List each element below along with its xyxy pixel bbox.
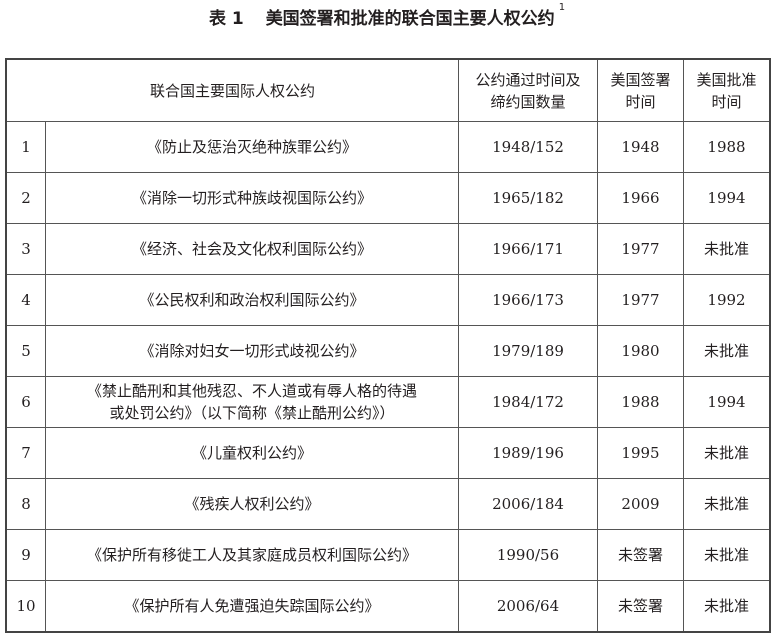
us-signed: 1977 (597, 223, 684, 275)
adopted-year-parties: 2006/64 (458, 580, 598, 633)
us-ratified: 1994 (683, 376, 771, 428)
us-ratified: 未批准 (683, 325, 771, 377)
convention-name: 《保护所有移徙工人及其家庭成员权利国际公约》 (45, 529, 459, 581)
header-signed-line2: 时间 (625, 92, 656, 111)
header-convention: 联合国主要国际人权公约 (5, 58, 459, 122)
us-ratified: 1988 (683, 121, 771, 173)
us-signed: 2009 (597, 478, 684, 530)
header-signed: 美国签署 时间 (597, 58, 684, 122)
table-row: 6 《禁止酷刑和其他残忍、不人道或有辱人格的待遇 或处罚公约》（以下简称《禁止酷刑… (5, 376, 771, 428)
us-signed: 1995 (597, 427, 684, 479)
us-ratified: 未批准 (683, 223, 771, 275)
table-row: 10 《保护所有人免遭强迫失踪国际公约》 2006/64 未签署 未批准 (5, 580, 771, 633)
convention-name-text: 《公民权利和政治权利国际公约》 (139, 291, 365, 309)
convention-name-text: 《消除一切形式种族歧视国际公约》 (131, 189, 372, 207)
us-ratified: 未批准 (683, 529, 771, 581)
row-number: 3 (5, 223, 46, 275)
header-row: 联合国主要国际人权公约 公约通过时间及 缔约国数量 美国签署时间 美国批准时间 (5, 58, 771, 122)
convention-name: 《儿童权利公约》 (45, 427, 459, 479)
adopted-year-parties: 1989/196 (458, 427, 598, 479)
conventions-table: 联合国主要国际人权公约 公约通过时间及 缔约国数量 美国签署时间 美国批准时间 1… (5, 58, 771, 633)
convention-name: 《公民权利和政治权利国际公约》 (45, 274, 459, 326)
convention-name: 《防止及惩治灭绝种族罪公约》 (45, 121, 459, 173)
us-signed: 1988 (597, 376, 684, 428)
convention-name: 《消除对妇女一切形式歧视公约》 (45, 325, 459, 377)
us-signed: 1948 (597, 121, 684, 173)
convention-name-line1: 《禁止酷刑和其他残忍、不人道或有辱人格的待遇 (86, 382, 417, 400)
us-signed: 未签署 (597, 529, 684, 581)
us-ratified: 未批准 (683, 427, 771, 479)
us-ratified: 1992 (683, 274, 771, 326)
us-signed: 1980 (597, 325, 684, 377)
header-adopted: 公约通过时间及 缔约国数量 (458, 58, 598, 122)
convention-name-text: 《防止及惩治灭绝种族罪公约》 (146, 138, 357, 156)
adopted-year-parties: 2006/184 (458, 478, 598, 530)
convention-name-text: 《儿童权利公约》 (191, 444, 312, 462)
us-ratified: 未批准 (683, 478, 771, 530)
adopted-year-parties: 1965/182 (458, 172, 598, 224)
convention-name: 《保护所有人免遭强迫失踪国际公约》 (45, 580, 459, 633)
convention-name: 《经济、社会及文化权利国际公约》 (45, 223, 459, 275)
table-label: 表 1 (208, 9, 244, 29)
row-number: 4 (5, 274, 46, 326)
table-row: 9 《保护所有移徙工人及其家庭成员权利国际公约》 1990/56 未签署 未批准 (5, 529, 771, 581)
row-number: 1 (5, 121, 46, 173)
adopted-year-parties: 1979/189 (458, 325, 598, 377)
row-number: 5 (5, 325, 46, 377)
convention-name-text: 《保护所有人免遭强迫失踪国际公约》 (124, 597, 380, 615)
us-signed: 1966 (597, 172, 684, 224)
convention-name-text: 《经济、社会及文化权利国际公约》 (131, 240, 372, 258)
row-number: 6 (5, 376, 46, 428)
header-ratified: 美国批准 时间 (683, 58, 771, 122)
adopted-year-parties: 1966/171 (458, 223, 598, 275)
header-adopted-line1: 公约通过时间及 (475, 70, 581, 89)
table-caption: 美国签署和批准的联合国主要人权公约 (265, 9, 555, 29)
convention-name: 《禁止酷刑和其他残忍、不人道或有辱人格的待遇 或处罚公约》（以下简称《禁止酷刑公约… (45, 376, 459, 428)
table-row: 4 《公民权利和政治权利国际公约》 1966/173 1977 1992 (5, 274, 771, 326)
adopted-year-parties: 1990/56 (458, 529, 598, 581)
adopted-year-parties: 1984/172 (458, 376, 598, 428)
header-adopted-line2: 缔约国数量 (490, 92, 566, 111)
us-signed: 未签署 (597, 580, 684, 633)
row-number: 2 (5, 172, 46, 224)
convention-name-text: 《残疾人权利公约》 (184, 495, 320, 513)
us-ratified: 1994 (683, 172, 771, 224)
footnote-marker: 1 (558, 2, 566, 13)
row-number: 7 (5, 427, 46, 479)
convention-name-text: 《消除对妇女一切形式歧视公约》 (139, 342, 365, 360)
header-ratified-line1: 美国批准 (696, 70, 757, 89)
header-signed-line1: 美国签署 (610, 70, 671, 89)
row-number: 9 (5, 529, 46, 581)
convention-name-line2: 或处罚公约》（以下简称《禁止酷刑公约》） (109, 404, 395, 422)
table-title: 表 1 美国签署和批准的联合国主要人权公约1 (0, 2, 774, 29)
table-row: 1 《防止及惩治灭绝种族罪公约》 1948/152 1948 1988 (5, 121, 771, 173)
row-number: 10 (5, 580, 46, 633)
us-ratified: 未批准 (683, 580, 771, 633)
convention-name-text: 《保护所有移徙工人及其家庭成员权利国际公约》 (86, 546, 417, 564)
table-row: 7 《儿童权利公约》 1989/196 1995 未批准 (5, 427, 771, 479)
us-signed: 1977 (597, 274, 684, 326)
table-row: 3 《经济、社会及文化权利国际公约》 1966/171 1977 未批准 (5, 223, 771, 275)
table-row: 8 《残疾人权利公约》 2006/184 2009 未批准 (5, 478, 771, 530)
table-row: 2 《消除一切形式种族歧视国际公约》 1965/182 1966 1994 (5, 172, 771, 224)
header-ratified-line2: 时间 (711, 92, 742, 111)
convention-name: 《消除一切形式种族歧视国际公约》 (45, 172, 459, 224)
table-row: 5 《消除对妇女一切形式歧视公约》 1979/189 1980 未批准 (5, 325, 771, 377)
adopted-year-parties: 1966/173 (458, 274, 598, 326)
convention-name: 《残疾人权利公约》 (45, 478, 459, 530)
row-number: 8 (5, 478, 46, 530)
adopted-year-parties: 1948/152 (458, 121, 598, 173)
